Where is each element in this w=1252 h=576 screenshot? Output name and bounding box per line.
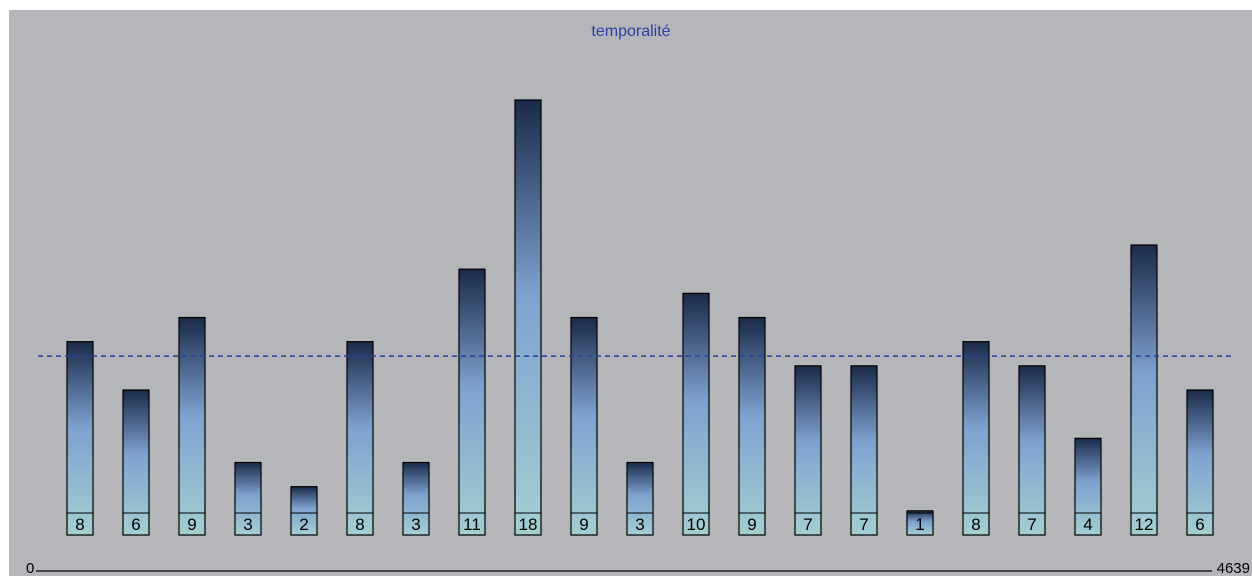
bar xyxy=(850,365,878,536)
bar-label-box xyxy=(346,512,374,536)
bar xyxy=(962,341,990,536)
bar xyxy=(794,365,822,536)
bar xyxy=(1130,244,1158,536)
bar-label-box xyxy=(234,512,262,536)
bar xyxy=(570,316,598,536)
bars-group: 8 6 9 3 2 8 3 11 18 9 3 10 9 7 7 1 8 7 4 12 6 xyxy=(66,99,1214,536)
bar-value-label: 7 xyxy=(859,515,868,534)
bar-value-label: 9 xyxy=(747,515,756,534)
bar-label-box xyxy=(682,512,710,536)
bar-label-box xyxy=(402,512,430,536)
bar xyxy=(1018,365,1046,536)
bar-value-label: 7 xyxy=(803,515,812,534)
bar-value-label: 3 xyxy=(411,515,420,534)
bar-label-box xyxy=(738,512,766,536)
bar-label-box xyxy=(514,512,542,536)
bar-value-label: 1 xyxy=(915,515,924,534)
bar xyxy=(738,316,766,536)
bar-value-label: 12 xyxy=(1135,515,1154,534)
bar-value-label: 2 xyxy=(299,515,308,534)
bar-value-label: 18 xyxy=(519,515,538,534)
bar xyxy=(346,341,374,536)
bar-label-box xyxy=(626,512,654,536)
bar xyxy=(66,341,94,536)
x-axis-start-label: 0 xyxy=(26,560,34,576)
bar-label-box xyxy=(1130,512,1158,536)
bar-value-label: 4 xyxy=(1083,515,1092,534)
bar xyxy=(234,461,262,536)
bar-value-label: 11 xyxy=(463,515,481,534)
bar-value-label: 3 xyxy=(243,515,252,534)
bar-value-label: 8 xyxy=(355,515,364,534)
bar-label-box xyxy=(906,512,934,536)
bar-value-label: 7 xyxy=(1027,515,1036,534)
bar xyxy=(122,389,150,536)
bar-label-box xyxy=(1186,512,1214,536)
bar-value-label: 9 xyxy=(187,515,196,534)
bar-label-box xyxy=(1074,512,1102,536)
bar-label-box xyxy=(962,512,990,536)
bar-value-label: 6 xyxy=(1195,515,1204,534)
chart-title: temporalité xyxy=(591,23,670,40)
bar-label-box xyxy=(458,512,486,536)
bar-value-label: 10 xyxy=(687,515,706,534)
bar xyxy=(906,510,934,536)
bar xyxy=(514,99,542,536)
bar-value-label: 8 xyxy=(75,515,84,534)
bar xyxy=(1074,437,1102,536)
bar xyxy=(402,461,430,536)
bar-label-box xyxy=(122,512,150,536)
bar xyxy=(178,316,206,536)
bar-label-box xyxy=(178,512,206,536)
x-axis-end-label: 4639 xyxy=(1217,560,1250,576)
bar-value-label: 3 xyxy=(635,515,644,534)
bar-value-label: 9 xyxy=(579,515,588,534)
bar-label-box xyxy=(290,512,318,536)
bar xyxy=(458,268,486,536)
bar-label-box xyxy=(66,512,94,536)
bar-label-box xyxy=(850,512,878,536)
bar xyxy=(682,292,710,536)
bar-label-box xyxy=(794,512,822,536)
bar-value-label: 8 xyxy=(971,515,980,534)
bar-label-box xyxy=(570,512,598,536)
bar-value-label: 6 xyxy=(131,515,140,534)
bar-label-box xyxy=(1018,512,1046,536)
